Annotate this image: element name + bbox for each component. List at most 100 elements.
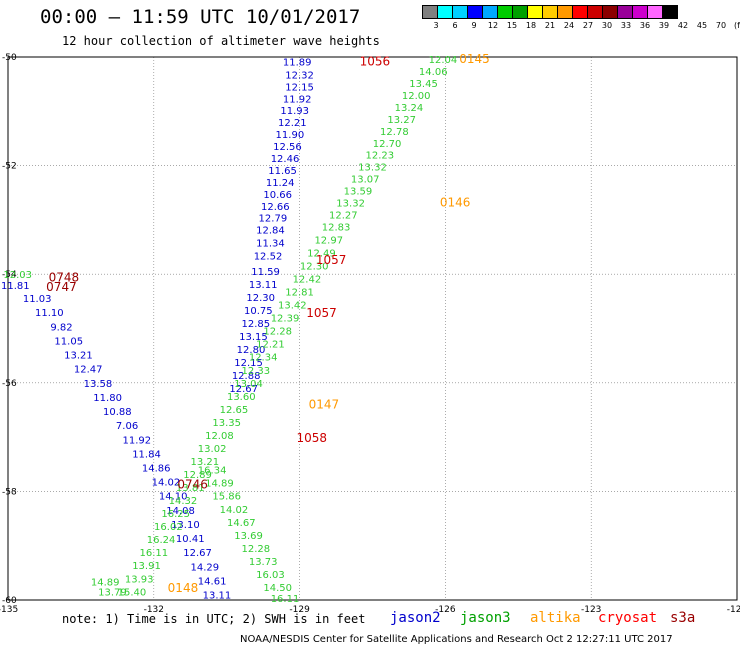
latitude-tick-label: -50: [2, 53, 17, 63]
swh-point-jason2: 14.61: [198, 576, 227, 587]
swh-point-jason3: 14.89: [205, 479, 234, 490]
swh-point-jason2: 11.03: [23, 294, 52, 305]
swh-point-jason3: 12.49: [307, 248, 336, 259]
swh-point-jason3: 14.50: [263, 583, 292, 594]
swh-point-jason2: 12.30: [246, 293, 275, 304]
swh-point-jason2: 13.10: [171, 520, 200, 531]
satellite-label-jason3: jason3: [460, 610, 511, 626]
longitude-tick-label: -126: [435, 605, 456, 615]
swh-point-jason3: 16.03: [256, 570, 285, 581]
pass-time-cryosat: 1056: [360, 54, 391, 68]
swh-point-jason2: 12.15: [285, 82, 314, 93]
latitude-tick-label: -58: [2, 487, 17, 497]
swh-point-jason3: 13.27: [387, 115, 416, 126]
swh-point-jason3: 12.30: [300, 262, 329, 273]
swh-point-jason3: 12.83: [322, 222, 351, 233]
swh-points: 11.8912.3212.1511.9211.9312.2111.9012.56…: [1, 55, 457, 605]
swh-point-jason2: 11.92: [283, 94, 312, 105]
swh-point-jason2: 13.11: [249, 280, 278, 291]
pass-time-cryosat: 1057: [306, 306, 337, 320]
swh-point-jason2: 13.15: [239, 332, 268, 343]
legend-label: 36: [639, 21, 651, 30]
swh-point-jason2: 7.06: [116, 421, 138, 432]
longitude-tick-label: -135: [0, 605, 18, 615]
swh-point-jason2: 14.10: [159, 492, 188, 503]
pass-time-altika: 0148: [168, 581, 199, 595]
swh-point-jason3: 15.86: [212, 492, 241, 503]
legend-swatch: [662, 5, 678, 19]
swh-point-jason2: 11.24: [266, 178, 295, 189]
swh-point-jason2: 12.88: [232, 371, 261, 382]
legend-label: 70: [715, 21, 727, 30]
swh-point-jason3: 16.11: [271, 594, 300, 605]
swh-point-jason2: 11.05: [54, 336, 83, 347]
swh-point-jason3: 12.81: [285, 288, 314, 299]
map-axes: -135 -132 -129 -126 -123 -120 -50 -52 -54 -56 -58 -…: [0, 53, 740, 615]
swh-point-jason3: 12.34: [249, 353, 278, 364]
legend-label: (ft): [733, 21, 740, 30]
swh-point-jason3: 14.67: [227, 518, 256, 529]
swh-point-jason3: 12.78: [380, 127, 409, 138]
swh-point-jason2: 10.75: [244, 306, 273, 317]
swh-point-jason2: 12.85: [242, 319, 271, 330]
swh-point-jason3: 12.21: [256, 340, 285, 351]
satellite-label-cryosat: cryosat: [598, 610, 658, 626]
pass-time-s3a: 0747: [46, 280, 77, 294]
longitude-tick-label: -120: [727, 605, 740, 615]
swh-point-jason3: 13.79: [98, 587, 127, 598]
color-scale-legend: [422, 5, 678, 19]
swh-point-jason2: 11.34: [256, 239, 285, 250]
legend-label: 33: [620, 21, 632, 30]
satellite-label-jason2: jason2: [390, 610, 441, 626]
swh-point-jason2: 11.81: [1, 281, 30, 292]
swh-point-jason2: 11.65: [268, 166, 297, 177]
swh-point-jason3: 16.25: [161, 509, 190, 520]
swh-point-jason2: 10.41: [176, 534, 205, 545]
pass-time-s3a: 0746: [177, 477, 208, 491]
swh-point-jason3: 13.04: [234, 379, 263, 390]
swh-point-jason2: 14.86: [142, 464, 171, 475]
swh-point-jason3: 13.59: [344, 187, 373, 198]
swh-point-jason2: 13.58: [84, 379, 113, 390]
swh-point-jason2: 11.92: [122, 435, 151, 446]
pass-time-cryosat: 1058: [296, 431, 327, 445]
legend-label: 6: [452, 21, 458, 30]
swh-point-jason2: 12.67: [183, 548, 212, 559]
legend-label: 3: [433, 21, 439, 30]
legend-label: 15: [506, 21, 518, 30]
swh-point-jason3: 13.60: [227, 392, 256, 403]
swh-point-jason3: 12.65: [220, 405, 249, 416]
longitude-tick-label: -123: [581, 605, 601, 615]
swh-point-jason3: 16.02: [154, 522, 183, 533]
swh-point-jason3: 12.70: [373, 139, 402, 150]
swh-point-jason3: 12.28: [263, 327, 292, 338]
swh-point-jason2: 12.47: [74, 365, 103, 376]
legend-label: 42: [677, 21, 689, 30]
swh-point-jason3: 16.24: [147, 535, 176, 546]
latitude-tick-label: -54: [2, 270, 17, 280]
pass-time-altika: 0145: [459, 52, 490, 66]
swh-point-jason3: 12.42: [293, 275, 322, 286]
map-title: 00:00 – 11:59 UTC 10/01/2017: [40, 6, 361, 28]
swh-point-jason2: 12.46: [271, 154, 300, 165]
map-border: [7, 56, 738, 601]
swh-point-jason3: 12.28: [242, 544, 271, 555]
swh-point-jason3: 13.91: [132, 561, 161, 572]
swh-point-jason3: 12.03: [3, 270, 32, 281]
swh-point-jason2: 14.08: [166, 506, 195, 517]
latitude-tick-label: -60: [2, 596, 17, 606]
swh-point-jason3: 13.21: [191, 457, 220, 468]
map-subtitle: 12 hour collection of altimeter wave hei…: [62, 34, 380, 48]
swh-point-jason3: 13.02: [198, 444, 227, 455]
legend-label: 12: [487, 21, 499, 30]
swh-point-jason3: 14.02: [220, 505, 249, 516]
map-frame: [7, 56, 738, 601]
swh-point-jason3: 12.00: [402, 91, 431, 102]
swh-point-jason3: 12.89: [183, 470, 212, 481]
legend-label: 21: [544, 21, 556, 30]
swh-point-jason2: 11.80: [93, 393, 122, 404]
swh-point-jason2: 11.89: [283, 57, 312, 68]
swh-point-jason3: 16.11: [139, 548, 168, 559]
